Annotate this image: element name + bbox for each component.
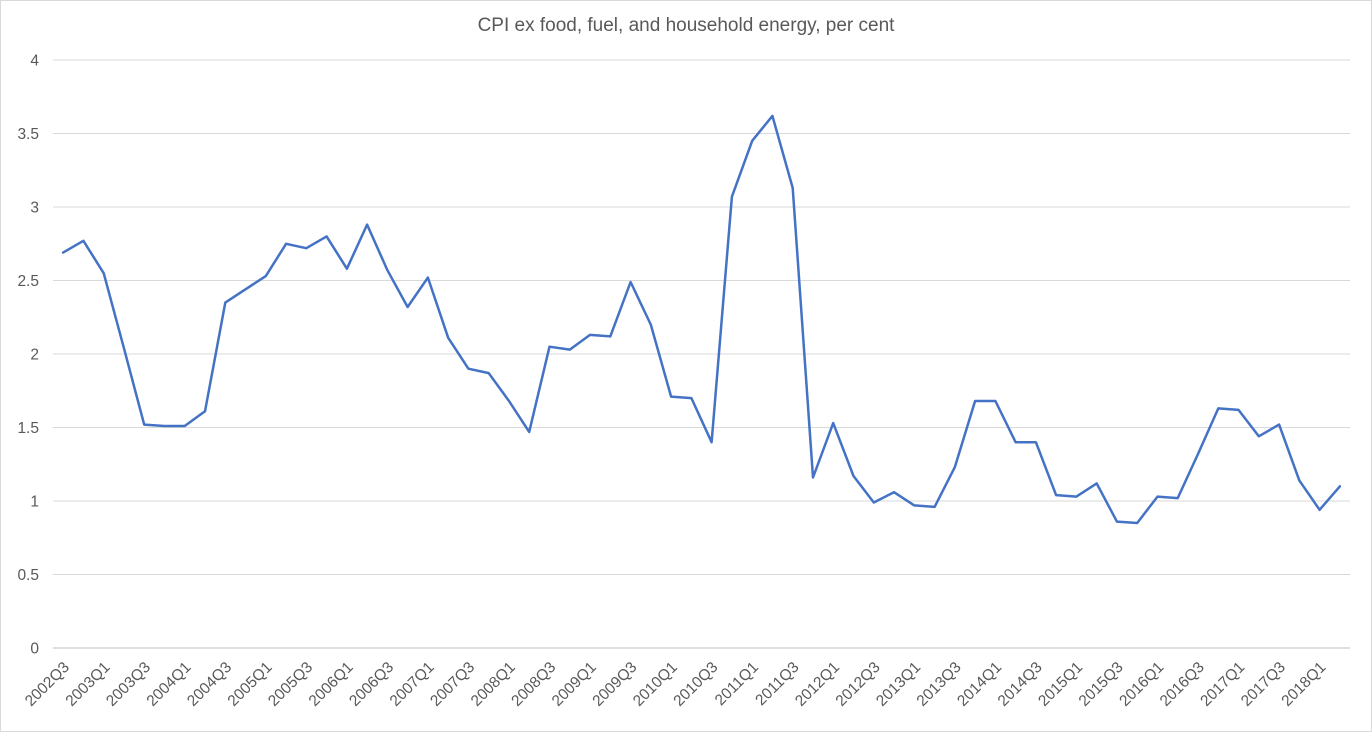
x-axis-tick-label: 2015Q1 bbox=[1035, 659, 1086, 710]
x-axis-tick-label: 2009Q3 bbox=[589, 659, 640, 710]
x-axis-tick-label: 2016Q1 bbox=[1116, 659, 1167, 710]
x-axis-tick-label: 2010Q3 bbox=[670, 659, 721, 710]
x-axis-tick-label: 2007Q3 bbox=[427, 659, 478, 710]
x-axis-tick-label: 2009Q1 bbox=[549, 659, 600, 710]
x-axis-tick-label: 2006Q1 bbox=[306, 659, 357, 710]
y-axis-tick-label: 3 bbox=[30, 200, 39, 217]
x-axis-tick-label: 2016Q3 bbox=[1157, 659, 1208, 710]
y-axis-tick-label: 4 bbox=[30, 53, 39, 70]
x-axis-tick-label: 2006Q3 bbox=[346, 659, 397, 710]
x-axis-tick-label: 2004Q3 bbox=[184, 659, 235, 710]
y-axis-tick-label: 0.5 bbox=[17, 567, 39, 584]
x-axis-tick-label: 2007Q1 bbox=[387, 659, 438, 710]
x-axis-tick-label: 2011Q1 bbox=[712, 659, 762, 709]
x-axis-tick-label: 2013Q1 bbox=[873, 659, 924, 710]
x-axis-tick-label: 2003Q3 bbox=[103, 659, 154, 710]
x-axis-tick-label: 2012Q1 bbox=[792, 659, 843, 710]
x-axis-tick-label: 2014Q3 bbox=[995, 659, 1046, 710]
x-axis-tick-label: 2008Q1 bbox=[468, 659, 519, 710]
x-axis-tick-label: 2018Q1 bbox=[1278, 659, 1329, 710]
chart-title: CPI ex food, fuel, and household energy,… bbox=[477, 15, 895, 36]
x-axis-tick-label: 2005Q3 bbox=[265, 659, 316, 710]
x-axis-tick-label: 2013Q3 bbox=[914, 659, 965, 710]
y-axis-tick-label: 0 bbox=[30, 641, 39, 658]
x-axis-tick-label: 2003Q1 bbox=[62, 659, 113, 710]
y-axis-tick-label: 2.5 bbox=[17, 273, 39, 290]
y-axis-tick-label: 1 bbox=[30, 494, 39, 511]
x-axis-tick-label: 2014Q1 bbox=[954, 659, 1005, 710]
y-axis-tick-label: 1.5 bbox=[17, 420, 39, 437]
x-axis-tick-label: 2015Q3 bbox=[1076, 659, 1127, 710]
y-axis-tick-label: 3.5 bbox=[17, 126, 39, 143]
x-axis-tick-label: 2005Q1 bbox=[225, 659, 276, 710]
x-axis-tick-label: 2010Q1 bbox=[630, 659, 681, 710]
y-axis-tick-label: 2 bbox=[30, 347, 39, 364]
x-axis-tick-label: 2017Q3 bbox=[1238, 659, 1289, 710]
x-axis-tick-label: 2004Q1 bbox=[143, 659, 194, 710]
x-axis-tick-label: 2008Q3 bbox=[508, 659, 559, 710]
x-axis-tick-label: 2017Q1 bbox=[1197, 659, 1248, 710]
x-axis-tick-label: 2002Q3 bbox=[22, 659, 73, 710]
x-axis-tick-label: 2012Q3 bbox=[833, 659, 884, 710]
cpi-series-line[interactable] bbox=[61, 114, 1342, 525]
